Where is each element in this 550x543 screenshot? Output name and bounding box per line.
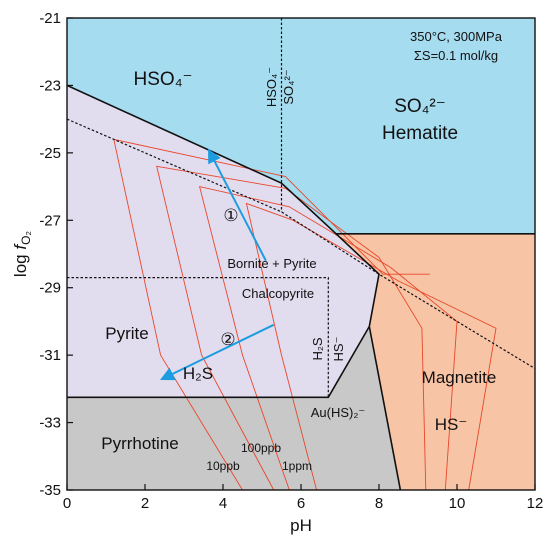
region-label-hematite: Hematite [382,123,458,144]
isopleth-label-100ppb: 100ppb [241,441,281,455]
ticks-layer: 0 2 4 6 8 10 12 -35 -33 -31 -29 -27 -25 -23 -21 [39,10,543,512]
isopleth-label-1ppm: 1ppm [282,459,312,473]
annotation-so4-vertical: SO₄²⁻ [281,69,296,104]
region-label-so4: SO₄²⁻ [394,96,446,117]
region-so42-hematite [281,18,535,234]
regions-layer [67,18,535,491]
y-tick-label: -27 [39,212,61,229]
y-tick-label: -35 [39,482,61,499]
isopleth-label-10ppb: 10ppb [206,459,240,473]
region-label-pyrrhotine: Pyrrhotine [101,434,178,453]
boundary-solid-3 [368,326,402,490]
annotation-au-hs2: Au(HS)₂⁻ [311,405,366,420]
annotation-hs: HS⁻ [435,415,468,434]
arrow-label-2: ② [220,330,235,349]
boundaries-layer [67,18,535,490]
isopleth-line-4 [245,202,497,490]
x-tick-label: 2 [141,495,149,512]
x-tick-label: 10 [449,495,466,512]
region-label-magnetite: Magnetite [422,368,497,387]
annotation-hs-vertical: HS⁻ [331,337,346,362]
region-pyrrhotine [67,326,401,490]
region-label-pyrite: Pyrite [105,324,148,343]
condition-temp-pressure: 350°C, 300MPa [410,29,503,44]
x-axis-label: pH [290,516,312,535]
arrows-layer [160,148,275,381]
y-tick-label: -23 [39,77,61,94]
annotation-bornite-pyrite: Bornite + Pyrite [227,256,316,271]
y-tick-label: -25 [39,145,61,162]
y-tick-label: -21 [39,10,61,27]
x-tick-label: 4 [219,495,227,512]
annotation-h2s: H₂S [183,364,213,383]
region-magnetite [336,233,535,491]
x-tick-label: 8 [375,495,383,512]
arrow-2 [160,323,275,381]
region-pyrite [67,85,379,398]
annotation-hso4-vertical: HSO₄⁻ [264,67,279,107]
region-hso4 [67,18,282,184]
y-axis-label: log fO₂ [11,231,33,277]
arrow-label-1: ① [223,206,238,225]
x-tick-label: 12 [527,495,544,512]
region-label-hso4: HSO₄⁻ [134,69,193,90]
boundary-solid-1 [67,84,380,399]
x-tick-label: 6 [297,495,305,512]
arrow-1 [208,148,267,262]
y-tick-label: -29 [39,280,61,297]
annotation-chalcopyrite: Chalcopyrite [242,286,314,301]
condition-sulfur: ΣS=0.1 mol/kg [414,48,498,63]
y-tick-label: -33 [39,415,61,432]
annotation-h2s-vertical: H₂S [310,337,325,360]
isopleth-line-1ppm [198,185,458,490]
y-tick-label: -31 [39,347,61,364]
boundary-dashed-3 [67,277,329,398]
isopleth-line-100ppb [156,165,427,490]
x-tick-label: 0 [63,495,71,512]
